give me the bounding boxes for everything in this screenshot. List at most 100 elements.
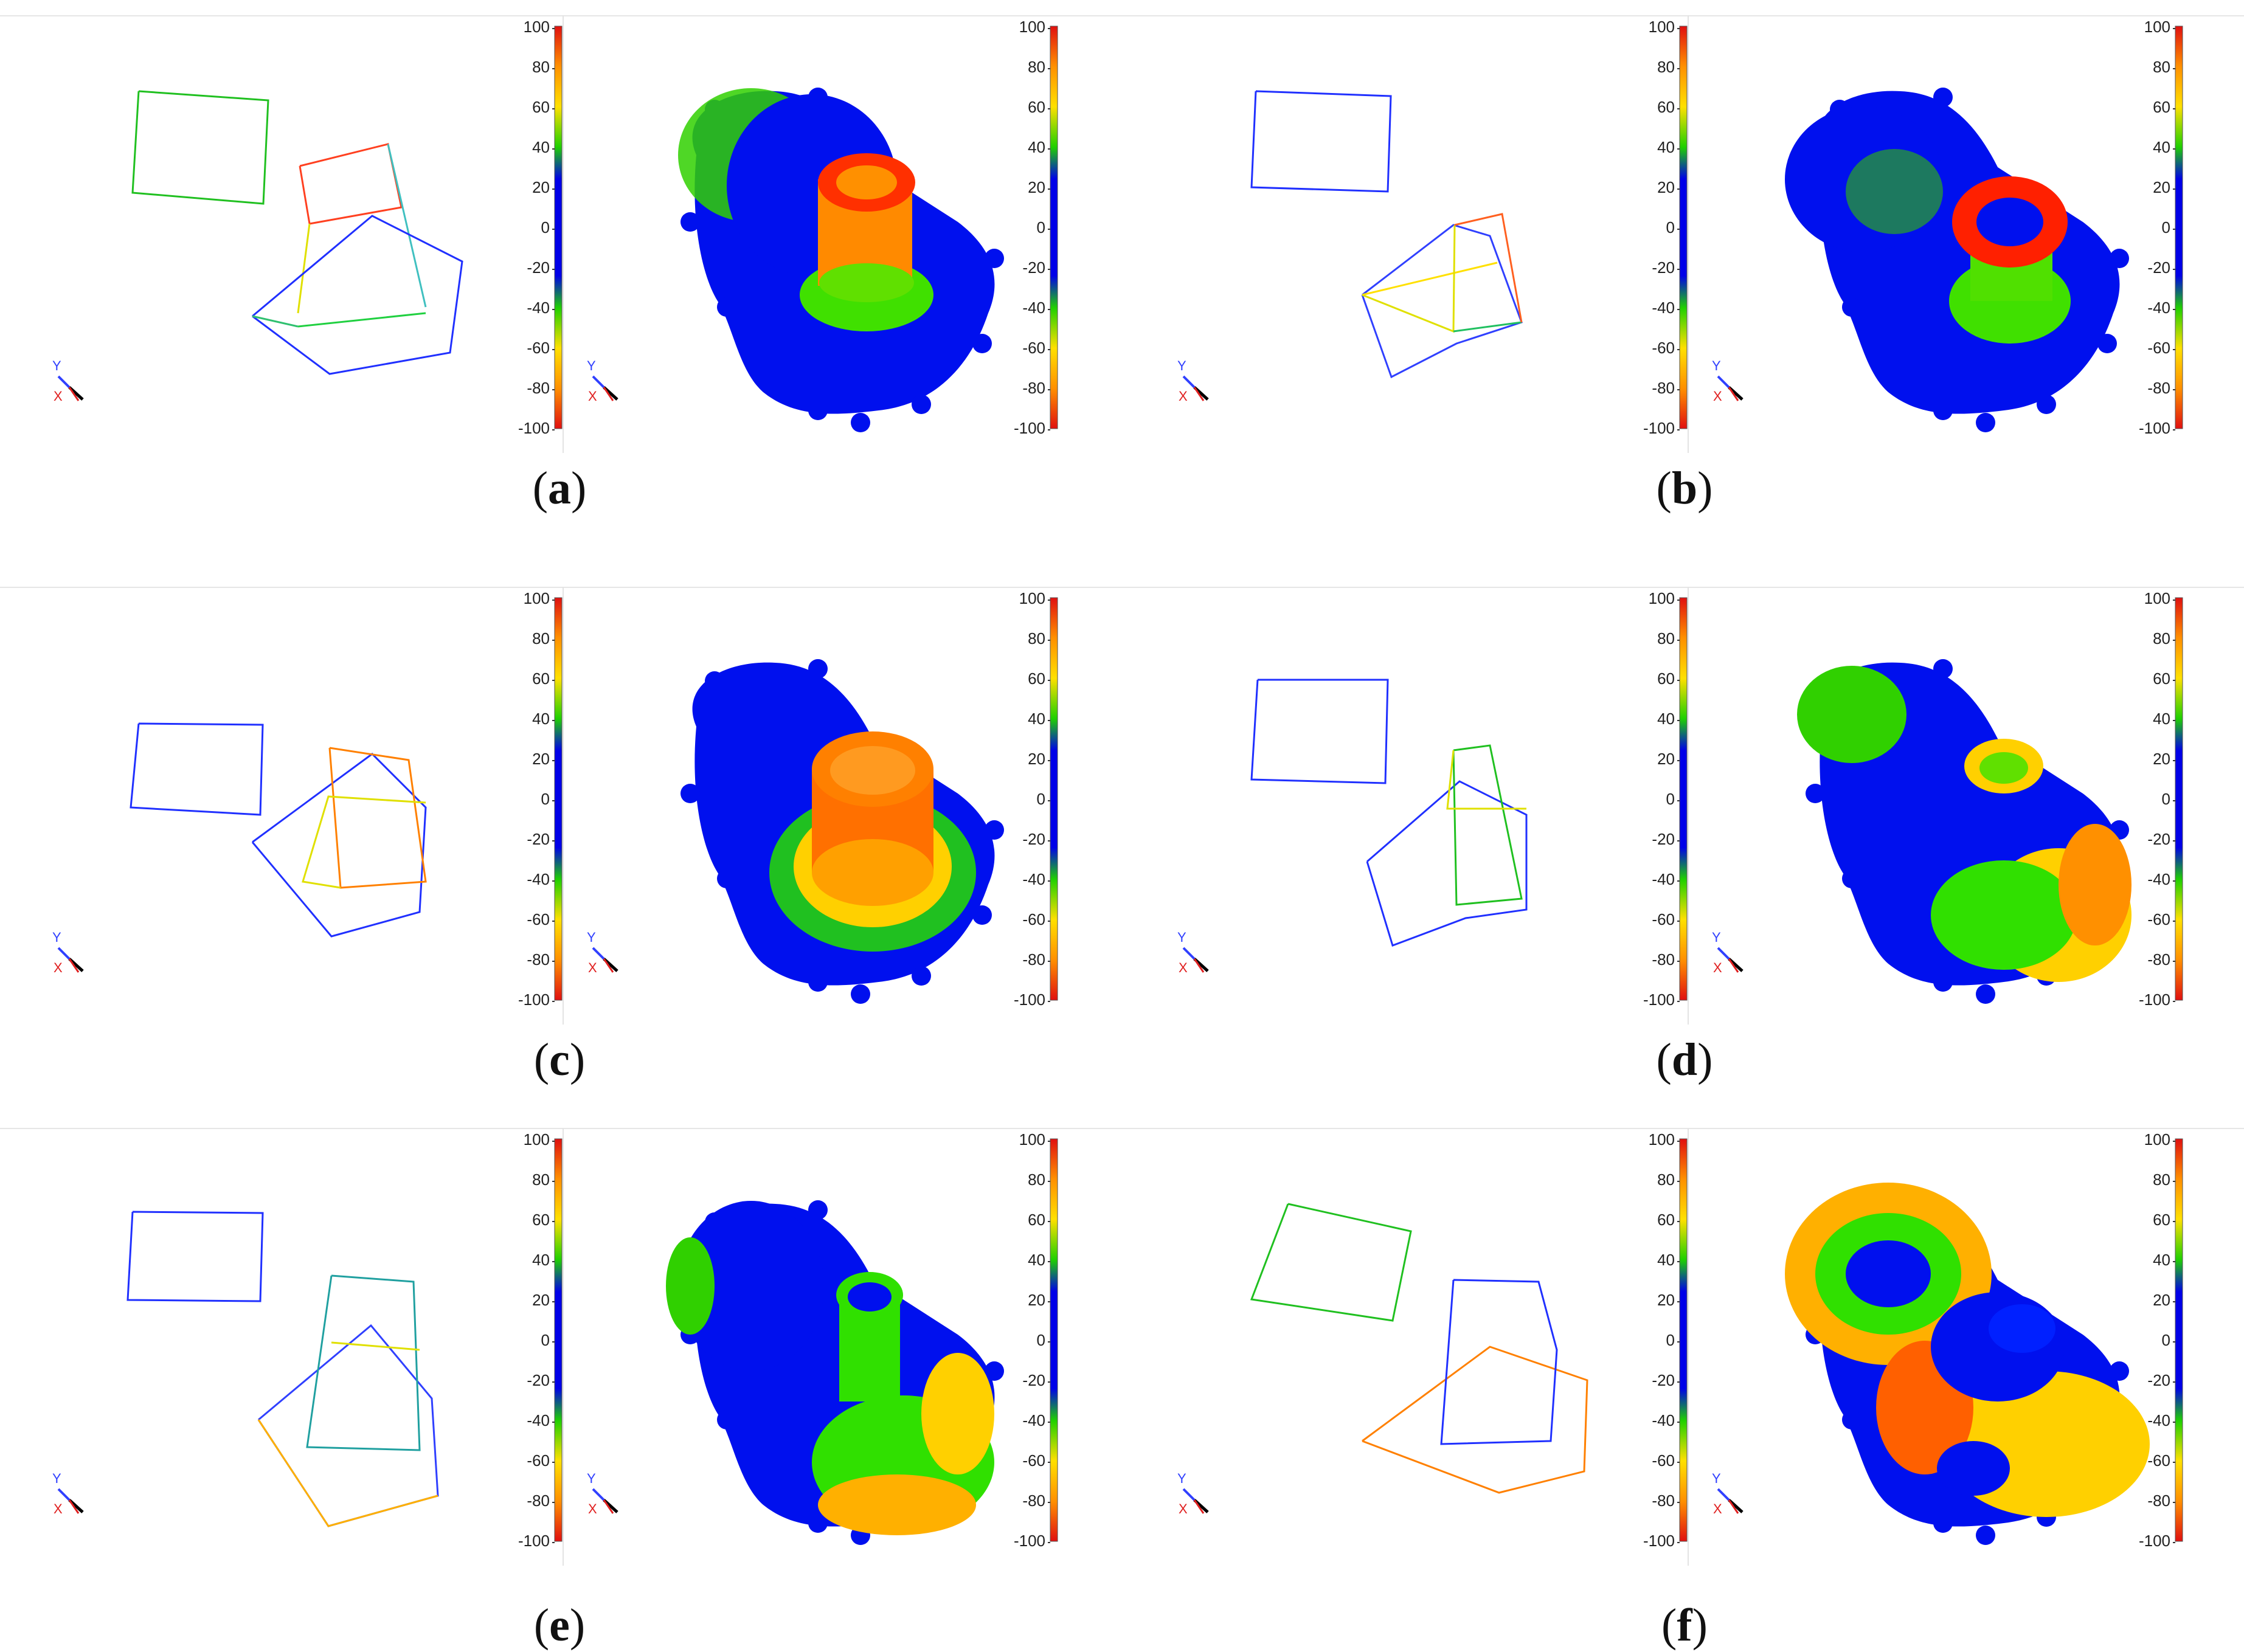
- colorbar-tick-label: -100: [518, 419, 550, 437]
- colorbar-tick-label: -80: [1022, 379, 1045, 397]
- colorbar-right-b: 100 80 60 40 20 0 -20 -40 -60 -80 -100: [2139, 18, 2183, 437]
- colorbar-tick-label: 80: [1028, 629, 1045, 648]
- colorbar-tick-label: 40: [532, 1251, 550, 1269]
- colorbar-right-e: 100 80 60 40 20 0 -20 -40 -60 -80 -100: [1014, 1130, 1058, 1550]
- colorbar-tick-label: 40: [1028, 710, 1045, 728]
- colorbar-tick-label: -80: [1022, 1491, 1045, 1510]
- model-view-e: 100 80 60 40 20 0 -20 -40 -60 -80 -100 Y X: [563, 1128, 1125, 1566]
- colorbar-tick-label: 20: [1028, 750, 1045, 768]
- colorbar-tick-label: 80: [2153, 629, 2170, 648]
- part-model: [1797, 659, 2131, 1004]
- model-view-c: 100 80 60 40 20 0 -20 -40 -60 -80 -100 Y X: [563, 587, 1125, 1025]
- colorbar-strip: [554, 26, 563, 429]
- panel-a: Y X 100 80 60 40 20 0 -20 -40 -60 -80 -100 100 80 60…: [0, 0, 1125, 535]
- colorbar-tick-label: -100: [2139, 1532, 2170, 1550]
- colorbar-tick-label: 20: [2153, 750, 2170, 768]
- colorbar-tick-label: 100: [1019, 18, 1045, 36]
- colorbar-tick-label: -80: [1022, 950, 1045, 969]
- colorbar-right-f: 100 80 60 40 20 0 -20 -40 -60 -80 -100: [2139, 1130, 2183, 1550]
- colorbar-tick-label: -100: [2139, 990, 2170, 1009]
- colorbar-strip: [1679, 26, 1688, 429]
- frame-view-d: Y X 100 80 60 40 20 0 -20 -40 -60 -80 -100: [1125, 587, 1689, 1025]
- colorbar-tick-label: -40: [1022, 870, 1045, 888]
- frame-view-e: Y X 100 80 60 40 20 0 -20 -40 -60 -80 -100: [0, 1128, 564, 1566]
- colorbar-tick-label: -40: [527, 1411, 550, 1429]
- colorbar-tick-label: 80: [1657, 58, 1675, 76]
- axis-y-label: Y: [1712, 358, 1721, 373]
- colorbar-tick-label: 40: [1028, 1251, 1045, 1269]
- colorbar-tick-label: -60: [527, 339, 550, 357]
- colorbar-tick-label: -40: [2147, 299, 2170, 317]
- axis-y-label: Y: [52, 358, 61, 373]
- axis-x-label: X: [1713, 1501, 1722, 1516]
- colorbar-tick-label: 40: [532, 710, 550, 728]
- axis-x-label: X: [588, 960, 597, 975]
- axis-y-label: Y: [1177, 930, 1186, 945]
- part-model: [678, 88, 1004, 432]
- model-view-a: 100 80 60 40 20 0 -20 -40 -60 -80 -100 Y X: [563, 15, 1125, 453]
- colorbar-tick-label: -80: [527, 950, 550, 969]
- colorbar-tick-label: -40: [2147, 1411, 2170, 1429]
- colorbar-tick-label: 20: [1657, 178, 1675, 196]
- colorbar-tick-label: 0: [2162, 218, 2170, 237]
- colorbar-tick-label: 0: [1037, 1331, 1045, 1349]
- axis-y-label: Y: [1177, 358, 1186, 373]
- colorbar-tick-label: -40: [527, 870, 550, 888]
- colorbar-tick-label: -20: [1652, 830, 1675, 848]
- colorbar-strip: [2175, 1138, 2183, 1542]
- axis-triad: YX: [1177, 1471, 1209, 1516]
- colorbar-strip: [1679, 1138, 1688, 1542]
- colorbar-tick-label: -80: [527, 379, 550, 397]
- colorbar-tick-label: 100: [1649, 18, 1675, 36]
- colorbar-tick-label: 20: [1028, 178, 1045, 196]
- axis-y-label: Y: [52, 1471, 61, 1486]
- model-view-d: 100 80 60 40 20 0 -20 -40 -60 -80 -100 Y X: [1688, 587, 2244, 1025]
- colorbar-tick-label: 40: [532, 138, 550, 156]
- colorbar-tick-label: -60: [2147, 910, 2170, 928]
- axis-triad: YX: [1177, 358, 1209, 404]
- axis-triad: YX: [1712, 930, 1744, 975]
- part-model: [666, 1200, 1004, 1545]
- colorbar-tick-label: 100: [524, 18, 550, 36]
- axis-x-label: X: [54, 1501, 63, 1516]
- colorbar-strip: [1050, 1138, 1058, 1542]
- colorbar-tick-label: 100: [1019, 1130, 1045, 1149]
- part-model: [1785, 1183, 2150, 1545]
- colorbar-tick-label: 20: [1657, 750, 1675, 768]
- axis-x-label: X: [54, 389, 63, 404]
- colorbar-tick-label: 40: [2153, 710, 2170, 728]
- axis-triad: YX: [1712, 358, 1744, 404]
- axis-triad: YX: [52, 1471, 84, 1516]
- colorbar-tick-label: -60: [1022, 1451, 1045, 1470]
- colorbar-tick-label: 60: [532, 669, 550, 688]
- part-model: [680, 659, 1004, 1004]
- camera-frames: [1250, 1203, 1588, 1494]
- colorbar-tick-label: 20: [532, 1291, 550, 1309]
- panel-f: Y X 100 80 60 40 20 0 -20 -40 -60 -80 -100 100 80 60 40 2…: [1125, 1113, 2244, 1651]
- colorbar-tick-label: 60: [1657, 98, 1675, 116]
- colorbar-tick-label: 0: [541, 218, 550, 237]
- colorbar-tick-label: -80: [1652, 1491, 1675, 1510]
- axis-triad: YX: [587, 1471, 618, 1516]
- model-view-b: 100 80 60 40 20 0 -20 -40 -60 -80 -100 Y X: [1688, 15, 2244, 453]
- colorbar-tick-label: 0: [541, 1331, 550, 1349]
- colorbar-tick-label: -20: [1022, 1371, 1045, 1389]
- colorbar-tick-label: -80: [1652, 379, 1675, 397]
- colorbar-left-f: 100 80 60 40 20 0 -20 -40 -60 -80 -100: [1643, 1130, 1688, 1550]
- colorbar-tick-label: 100: [1019, 589, 1045, 607]
- colorbar-tick-label: 100: [2144, 18, 2170, 36]
- colorbar-tick-label: 100: [2144, 589, 2170, 607]
- colorbar-tick-label: 60: [532, 1211, 550, 1229]
- colorbar-tick-label: 20: [2153, 178, 2170, 196]
- colorbar-strip: [1679, 597, 1688, 1001]
- colorbar-tick-label: -60: [2147, 339, 2170, 357]
- colorbar-tick-label: -100: [1643, 990, 1675, 1009]
- colorbar-tick-label: 60: [2153, 1211, 2170, 1229]
- axis-y-label: Y: [1177, 1471, 1186, 1486]
- camera-frames: [1250, 90, 1523, 379]
- colorbar-left-a: 100 80 60 40 20 0 -20 -40 -60 -80 -100: [518, 18, 563, 437]
- camera-frames: [126, 1211, 439, 1527]
- colorbar-tick-label: -100: [1643, 419, 1675, 437]
- colorbar-left-c: 100 80 60 40 20 0 -20 -40 -60 -80 -100: [518, 589, 563, 1009]
- colorbar-tick-label: -40: [1022, 299, 1045, 317]
